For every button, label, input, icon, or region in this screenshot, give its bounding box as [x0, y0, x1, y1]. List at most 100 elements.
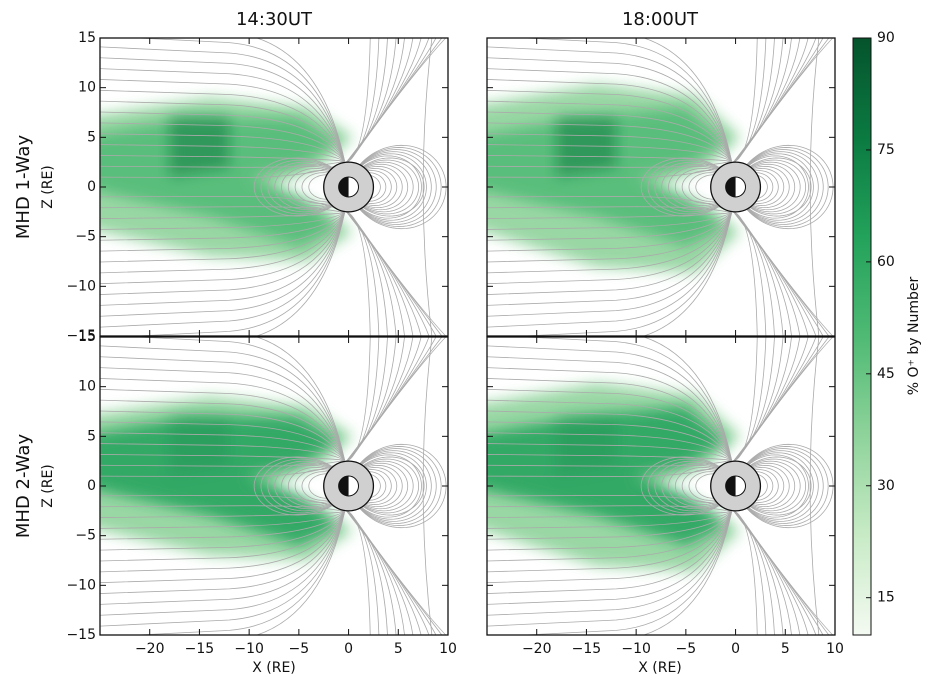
field-line — [346, 337, 405, 462]
field-line — [253, 157, 349, 217]
field-line — [100, 212, 345, 328]
field-line — [100, 133, 345, 162]
x-tick-label: −5 — [676, 641, 697, 657]
field-line — [487, 212, 732, 263]
field-line — [735, 153, 814, 221]
field-line — [487, 57, 732, 162]
field-line — [348, 153, 427, 221]
field-line — [100, 421, 345, 461]
x-tick-label: −15 — [185, 641, 215, 657]
field-line — [100, 46, 345, 162]
y-tick-label: 10 — [78, 379, 96, 395]
field-line — [487, 505, 732, 513]
field-line — [100, 212, 345, 274]
field-line — [735, 452, 814, 520]
field-line — [100, 212, 345, 219]
field-line — [100, 432, 345, 461]
field-line — [487, 212, 732, 295]
field-line — [642, 511, 732, 635]
field-line — [733, 211, 834, 336]
y-tick-label: −15 — [66, 328, 96, 344]
field-line — [100, 511, 345, 573]
colorbar-tick-label: 45 — [877, 366, 895, 382]
field-line — [487, 443, 732, 461]
field-line — [487, 356, 732, 461]
field-line — [735, 454, 809, 518]
field-line — [733, 510, 792, 635]
field-line — [100, 212, 345, 252]
o-plus-region — [487, 406, 726, 546]
field-line — [348, 450, 432, 522]
field-line — [100, 345, 345, 461]
field-line — [735, 147, 829, 227]
field-line — [346, 337, 371, 462]
field-line — [100, 511, 345, 584]
field-line — [100, 378, 345, 461]
field-line — [640, 456, 736, 516]
field-line — [733, 38, 834, 163]
panel — [487, 337, 834, 635]
field-line — [100, 511, 345, 562]
field-line — [100, 388, 345, 461]
field-line — [735, 155, 809, 219]
field-line — [346, 337, 422, 462]
field-line — [733, 211, 784, 336]
field-line — [100, 212, 345, 230]
field-line — [100, 212, 345, 317]
field-line — [517, 337, 732, 461]
o-plus-region — [487, 107, 726, 247]
field-line — [487, 212, 732, 252]
o-plus-region — [556, 117, 617, 178]
field-line — [640, 157, 736, 217]
field-line — [348, 448, 437, 524]
field-line — [487, 111, 732, 162]
field-line — [100, 367, 345, 461]
field-line — [346, 211, 447, 336]
field-line — [100, 356, 345, 461]
x-tick-label: −10 — [621, 641, 651, 657]
x-tick-label: 5 — [781, 641, 790, 657]
field-line — [487, 212, 732, 285]
field-line — [487, 511, 732, 573]
earth-night — [338, 177, 349, 197]
field-line — [487, 89, 732, 162]
field-line — [733, 211, 809, 336]
y-tick-label: −5 — [75, 229, 96, 245]
o-plus-region — [100, 117, 339, 247]
y-tick-label: −10 — [66, 577, 96, 593]
field-line — [348, 157, 425, 217]
field-line — [346, 510, 397, 635]
field-line — [346, 38, 447, 163]
field-line — [100, 454, 345, 461]
field-line — [642, 38, 732, 162]
field-line — [733, 337, 758, 462]
field-line — [100, 212, 345, 295]
field-line — [100, 511, 345, 616]
field-line — [735, 456, 812, 516]
field-line — [733, 211, 792, 336]
field-line — [487, 155, 732, 162]
x-tick-label: 5 — [394, 641, 403, 657]
field-line — [733, 38, 792, 163]
field-line — [100, 399, 345, 461]
field-line — [100, 79, 345, 162]
field-line — [487, 432, 732, 461]
y-tick-label: 5 — [87, 428, 96, 444]
field-line — [253, 456, 349, 516]
field-line — [487, 122, 732, 162]
field-line — [100, 155, 345, 162]
field-line — [100, 212, 345, 263]
field-line — [100, 111, 345, 162]
field-line — [733, 38, 784, 163]
field-line — [100, 144, 345, 162]
field-line — [487, 454, 732, 461]
field-line — [487, 212, 732, 317]
y-tick-label: −15 — [66, 627, 96, 643]
field-line — [487, 511, 732, 529]
field-line — [100, 511, 345, 627]
field-line — [487, 511, 732, 594]
field-line — [487, 345, 732, 461]
field-line — [487, 511, 732, 584]
colorbar-tick-label: 60 — [877, 254, 895, 270]
